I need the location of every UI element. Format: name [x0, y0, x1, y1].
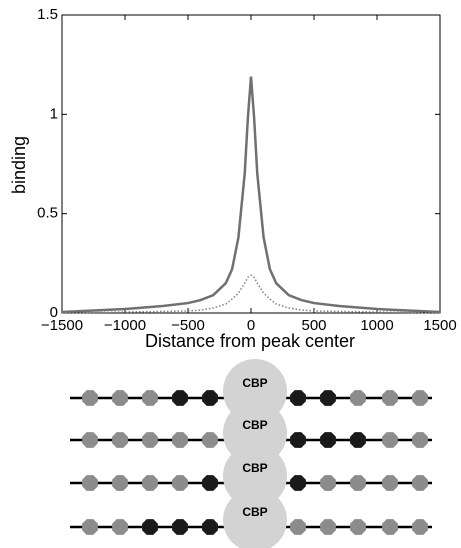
nucleosome	[202, 432, 218, 448]
x-tick-label: −1500	[41, 317, 83, 334]
nucleosome	[142, 390, 158, 406]
nucleosome	[290, 519, 306, 535]
nucleosome	[172, 390, 188, 406]
nucleosome	[202, 475, 218, 491]
nucleosome	[412, 519, 428, 535]
nucleosome	[320, 519, 336, 535]
cbp-label: CBP	[242, 418, 267, 432]
nucleosome	[290, 390, 306, 406]
nucleosome	[290, 475, 306, 491]
nucleosome	[350, 432, 366, 448]
nucleosome	[142, 519, 158, 535]
nucleosome	[412, 432, 428, 448]
nucleosome	[350, 519, 366, 535]
plot-frame	[61, 14, 441, 314]
nucleosome	[350, 390, 366, 406]
nucleosome	[82, 390, 98, 406]
cbp-protein	[223, 488, 287, 548]
nucleosome	[320, 475, 336, 491]
y-tick-label: 0	[50, 304, 58, 321]
nucleosome	[82, 475, 98, 491]
nucleosome	[82, 519, 98, 535]
nucleosome	[202, 519, 218, 535]
cbp-label: CBP	[242, 376, 267, 390]
nucleosome	[142, 475, 158, 491]
nucleosome	[350, 475, 366, 491]
x-axis-label: Distance from peak center	[145, 331, 355, 351]
line-series	[61, 274, 441, 314]
nucleosome	[382, 390, 398, 406]
x-tick-label: 500	[301, 317, 326, 334]
nucleosome	[382, 475, 398, 491]
nucleosome	[172, 475, 188, 491]
nucleosome	[382, 432, 398, 448]
nucleosome	[82, 432, 98, 448]
nucleosome	[320, 432, 336, 448]
nucleosome	[202, 390, 218, 406]
y-tick-label: 0.5	[37, 205, 58, 222]
y-tick-label: 1.5	[37, 6, 58, 23]
nucleosome	[112, 390, 128, 406]
nucleosome	[172, 432, 188, 448]
x-tick-label: −1000	[104, 317, 146, 334]
x-tick-label: 1500	[423, 317, 456, 334]
x-tick-label: −500	[171, 317, 205, 334]
y-tick-label: 1	[50, 105, 58, 122]
x-tick-label: 0	[247, 317, 255, 334]
cbp-protein	[223, 444, 287, 508]
x-tick-label: 1000	[360, 317, 393, 334]
nucleosome	[112, 475, 128, 491]
nucleosome	[412, 390, 428, 406]
cbp-label: CBP	[242, 505, 267, 519]
nucleosome	[112, 432, 128, 448]
nucleosome	[382, 519, 398, 535]
nucleosome	[172, 519, 188, 535]
nucleosome	[112, 519, 128, 535]
nucleosome	[142, 432, 158, 448]
cbp-label: CBP	[242, 461, 267, 475]
nucleosome	[320, 390, 336, 406]
nucleosome	[290, 432, 306, 448]
line-series	[61, 76, 441, 314]
y-axis-label: binding	[9, 136, 29, 194]
nucleosome	[412, 475, 428, 491]
